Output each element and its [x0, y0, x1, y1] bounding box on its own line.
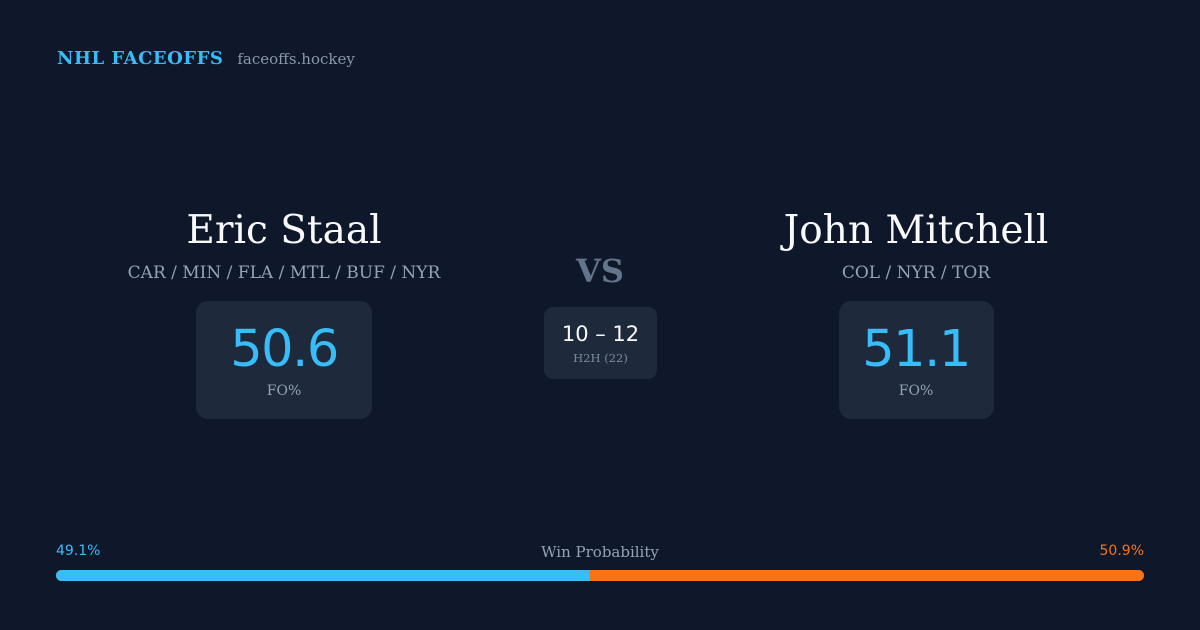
win-probability-right: 50.9% — [1099, 543, 1144, 559]
player-teams: COL / NYR / TOR — [841, 263, 991, 283]
win-probability-fill-left — [56, 570, 591, 581]
player-name: Eric Staal — [186, 208, 382, 253]
faceoff-percentage-value: 50.6 — [230, 320, 339, 379]
head-to-head-score: 10 – 12 — [561, 322, 640, 346]
versus-label: VS — [576, 252, 624, 290]
faceoff-percentage-card: 51.1 FO% — [838, 301, 994, 419]
win-probability-title: Win Probability — [541, 543, 659, 561]
faceoff-percentage-value: 51.1 — [862, 320, 971, 379]
player-card-left: Eric Staal CAR / MIN / FLA / MTL / BUF /… — [74, 205, 494, 419]
win-probability-fill-right — [590, 570, 1144, 581]
player-teams: CAR / MIN / FLA / MTL / BUF / NYR — [127, 263, 441, 283]
brand-header: NHL FACEOFFS faceoffs.hockey — [57, 48, 355, 69]
head-to-head-card: 10 – 12 H2H (22) — [544, 307, 657, 379]
head-to-head-label: H2H (22) — [573, 351, 628, 365]
brand-url: faceoffs.hockey — [237, 50, 355, 68]
win-probability-left: 49.1% — [56, 543, 101, 559]
faceoff-percentage-card: 50.6 FO% — [196, 301, 372, 419]
brand-name: NHL FACEOFFS — [57, 48, 224, 69]
win-probability-bar — [56, 570, 1144, 581]
faceoff-percentage-label: FO% — [898, 383, 934, 399]
faceoff-percentage-label: FO% — [266, 383, 302, 399]
player-name: John Mitchell — [783, 208, 1049, 253]
player-card-right: John Mitchell COL / NYR / TOR 51.1 FO% — [706, 205, 1126, 419]
win-probability-labels: 49.1% Win Probability 50.9% — [56, 543, 1144, 563]
